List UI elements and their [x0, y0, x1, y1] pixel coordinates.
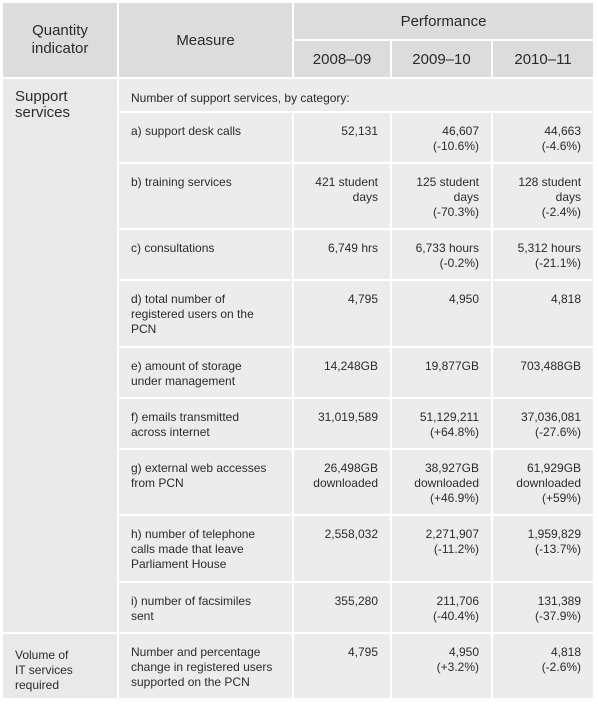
year-header-2010-11: 2010–11: [493, 41, 596, 79]
value-2009-10: 4,950 (+3.2%): [392, 634, 493, 700]
value-2010-11: 37,036,081 (-27.6%): [493, 399, 596, 450]
quantity-indicator-header: Quantity indicator: [3, 3, 119, 79]
value-2008-09: 52,131: [294, 113, 392, 164]
volume-category: Volume of IT services required: [3, 634, 119, 700]
value-2008-09: 6,749 hrs: [294, 230, 392, 281]
measure-cell: e) amount of storage under management: [119, 348, 294, 399]
measure-cell: f) emails transmitted across internet: [119, 399, 294, 450]
value-2009-10: 38,927GB downloaded (+46.9%): [392, 450, 493, 516]
value-2009-10: 19,877GB: [392, 348, 493, 399]
measure-header: Measure: [119, 3, 294, 79]
support-services-category: Support services: [3, 79, 119, 634]
value-2008-09: 421 student days: [294, 164, 392, 230]
measure-cell: b) training services: [119, 164, 294, 230]
support-services-label: Support services: [15, 88, 71, 121]
value-2008-09: 355,280: [294, 583, 392, 634]
value-2009-10: 46,607 (-10.6%): [392, 113, 493, 164]
support-services-intro: Number of support services, by category:: [119, 79, 596, 113]
value-2010-11: 131,389 (-37.9%): [493, 583, 596, 634]
table-row: f) emails transmitted across internet 31…: [3, 399, 596, 450]
year-header-2008-09: 2008–09: [294, 41, 392, 79]
table-row: e) amount of storage under management 14…: [3, 348, 596, 399]
table-row: b) training services 421 student days 12…: [3, 164, 596, 230]
table-row: h) number of telephone calls made that l…: [3, 516, 596, 583]
value-2009-10: 125 student days (-70.3%): [392, 164, 493, 230]
value-2010-11: 1,959,829 (-13.7%): [493, 516, 596, 583]
value-2009-10: 211,706 (-40.4%): [392, 583, 493, 634]
value-2008-09: 4,795: [294, 634, 392, 700]
table-row: g) external web accesses from PCN 26,498…: [3, 450, 596, 516]
value-2010-11: 44,663 (-4.6%): [493, 113, 596, 164]
measure-cell: a) support desk calls: [119, 113, 294, 164]
value-2010-11: 61,929GB downloaded (+59%): [493, 450, 596, 516]
value-2010-11: 5,312 hours (-21.1%): [493, 230, 596, 281]
value-2010-11: 4,818: [493, 281, 596, 348]
measure-cell: i) number of facsimiles sent: [119, 583, 294, 634]
value-2009-10: 4,950: [392, 281, 493, 348]
measure-cell: Number and percentage change in register…: [119, 634, 294, 700]
value-2008-09: 4,795: [294, 281, 392, 348]
value-2008-09: 31,019,589: [294, 399, 392, 450]
table-row: d) total number of registered users on t…: [3, 281, 596, 348]
table-row-volume: Volume of IT services required Number an…: [3, 634, 596, 700]
value-2008-09: 14,248GB: [294, 348, 392, 399]
measure-cell: h) number of telephone calls made that l…: [119, 516, 294, 583]
year-header-2009-10: 2009–10: [392, 41, 493, 79]
value-2010-11: 4,818 (-2.6%): [493, 634, 596, 700]
measure-cell: d) total number of registered users on t…: [119, 281, 294, 348]
value-2010-11: 128 student days (-2.4%): [493, 164, 596, 230]
quantity-indicator-header-text: Quantity indicator: [31, 22, 89, 57]
measure-cell: g) external web accesses from PCN: [119, 450, 294, 516]
table-row: a) support desk calls 52,131 46,607 (-10…: [3, 113, 596, 164]
value-2009-10: 6,733 hours (-0.2%): [392, 230, 493, 281]
table-row: i) number of facsimiles sent 355,280 211…: [3, 583, 596, 634]
value-2008-09: 2,558,032: [294, 516, 392, 583]
value-2009-10: 2,271,907 (-11.2%): [392, 516, 493, 583]
volume-label: Volume of IT services required: [15, 648, 73, 692]
table-row: c) consultations 6,749 hrs 6,733 hours (…: [3, 230, 596, 281]
value-2008-09: 26,498GB downloaded: [294, 450, 392, 516]
performance-header: Performance: [294, 3, 596, 41]
performance-table: Quantity indicator Measure Performance 2…: [3, 3, 596, 700]
value-2009-10: 51,129,211 (+64.8%): [392, 399, 493, 450]
measure-cell: c) consultations: [119, 230, 294, 281]
value-2010-11: 703,488GB: [493, 348, 596, 399]
